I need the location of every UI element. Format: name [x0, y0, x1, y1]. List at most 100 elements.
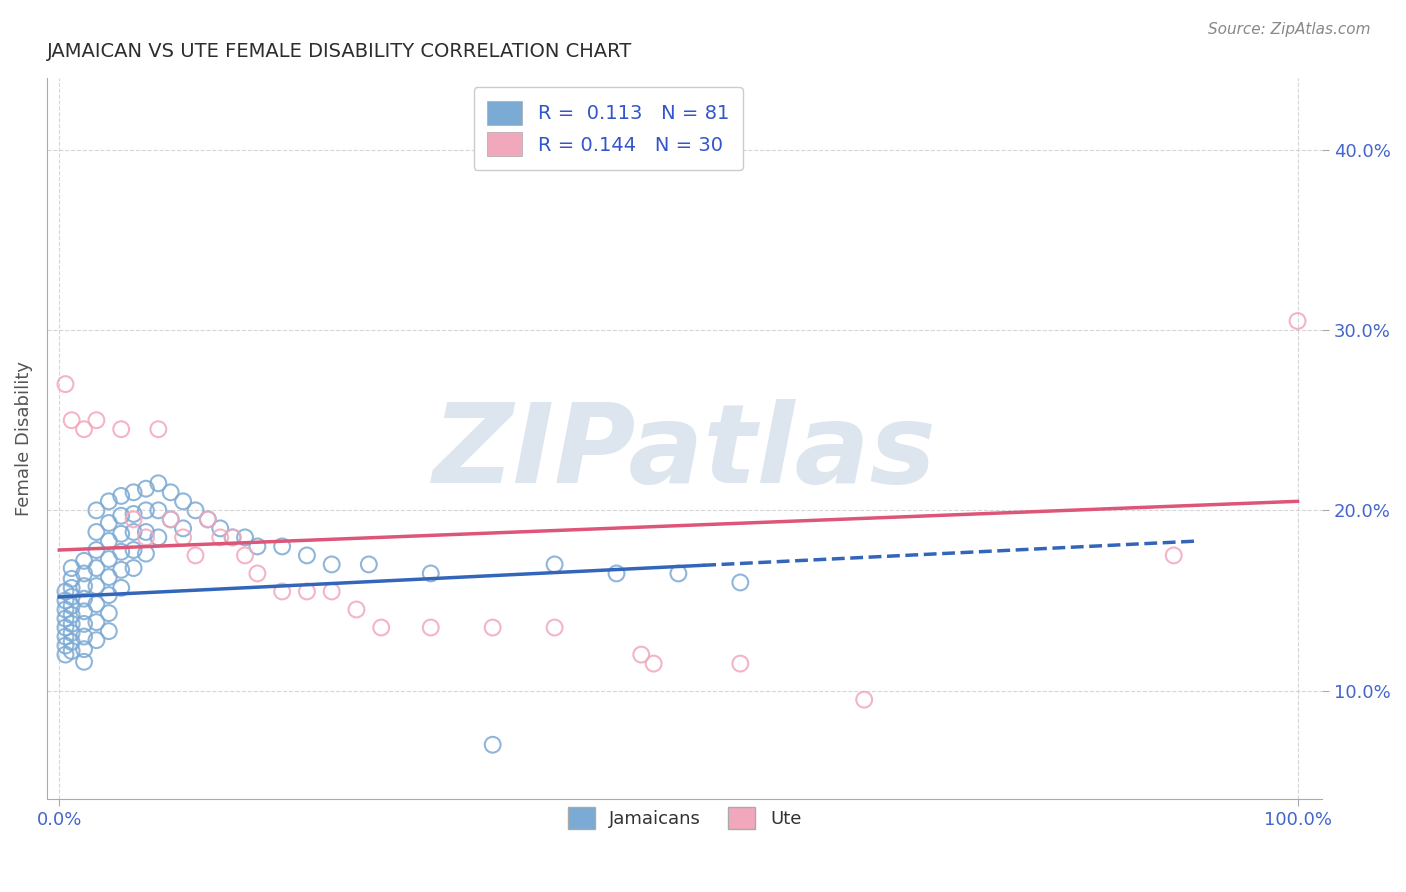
Point [246, 540, 269, 554]
Point [122, 485, 145, 500]
Point [55, 611, 77, 625]
Point [86, 503, 108, 517]
Point [543, 558, 565, 572]
Point [110, 508, 132, 523]
Point [110, 526, 132, 541]
Point [55, 630, 77, 644]
Point [172, 521, 194, 535]
Point [209, 530, 232, 544]
Point [86, 543, 108, 558]
Point [221, 530, 243, 544]
Point [97, 624, 120, 639]
Point [233, 530, 256, 544]
Point [1163, 549, 1185, 563]
Point [233, 549, 256, 563]
Point [122, 524, 145, 539]
Point [97, 606, 120, 620]
Point [60, 599, 83, 613]
Point [605, 566, 627, 581]
Point [730, 575, 752, 590]
Point [419, 566, 441, 581]
Point [55, 584, 77, 599]
Point [295, 549, 318, 563]
Point [60, 635, 83, 649]
Point [148, 476, 170, 491]
Point [1286, 314, 1309, 328]
Point [122, 543, 145, 558]
Point [159, 512, 181, 526]
Point [86, 561, 108, 575]
Point [97, 570, 120, 584]
Text: JAMAICAN VS UTE FEMALE DISABILITY CORRELATION CHART: JAMAICAN VS UTE FEMALE DISABILITY CORREL… [46, 42, 633, 61]
Point [97, 552, 120, 566]
Point [55, 639, 77, 653]
Point [184, 503, 207, 517]
Point [86, 597, 108, 611]
Point [73, 655, 96, 669]
Point [148, 530, 170, 544]
Point [295, 584, 318, 599]
Point [159, 512, 181, 526]
Point [110, 581, 132, 595]
Point [357, 558, 380, 572]
Point [135, 503, 157, 517]
Point [481, 738, 503, 752]
Point [321, 584, 343, 599]
Point [60, 561, 83, 575]
Point [197, 512, 219, 526]
Point [73, 591, 96, 606]
Point [643, 657, 665, 671]
Point [60, 626, 83, 640]
Point [55, 602, 77, 616]
Point [97, 533, 120, 548]
Point [73, 566, 96, 581]
Point [543, 621, 565, 635]
Point [135, 524, 157, 539]
Point [668, 566, 690, 581]
Point [110, 545, 132, 559]
Point [159, 485, 181, 500]
Point [86, 615, 108, 629]
Point [209, 521, 232, 535]
Point [122, 512, 145, 526]
Legend: Jamaicans, Ute: Jamaicans, Ute [554, 793, 815, 844]
Point [60, 607, 83, 622]
Point [481, 621, 503, 635]
Point [172, 530, 194, 544]
Point [97, 494, 120, 508]
Point [73, 616, 96, 631]
Text: Source: ZipAtlas.com: Source: ZipAtlas.com [1208, 22, 1371, 37]
Point [86, 524, 108, 539]
Point [419, 621, 441, 635]
Point [370, 621, 392, 635]
Y-axis label: Female Disability: Female Disability [15, 360, 32, 516]
Point [86, 633, 108, 648]
Point [135, 530, 157, 544]
Point [86, 413, 108, 427]
Point [55, 377, 77, 392]
Point [135, 482, 157, 496]
Point [60, 616, 83, 631]
Point [73, 604, 96, 618]
Point [97, 516, 120, 530]
Point [73, 642, 96, 657]
Point [86, 579, 108, 593]
Point [184, 549, 207, 563]
Point [60, 581, 83, 595]
Point [197, 512, 219, 526]
Point [730, 657, 752, 671]
Point [630, 648, 652, 662]
Point [346, 602, 368, 616]
Point [321, 558, 343, 572]
Point [271, 584, 294, 599]
Point [73, 579, 96, 593]
Point [271, 540, 294, 554]
Point [55, 648, 77, 662]
Point [55, 593, 77, 607]
Point [172, 494, 194, 508]
Point [135, 547, 157, 561]
Point [122, 561, 145, 575]
Point [853, 692, 876, 706]
Point [110, 489, 132, 503]
Point [73, 422, 96, 436]
